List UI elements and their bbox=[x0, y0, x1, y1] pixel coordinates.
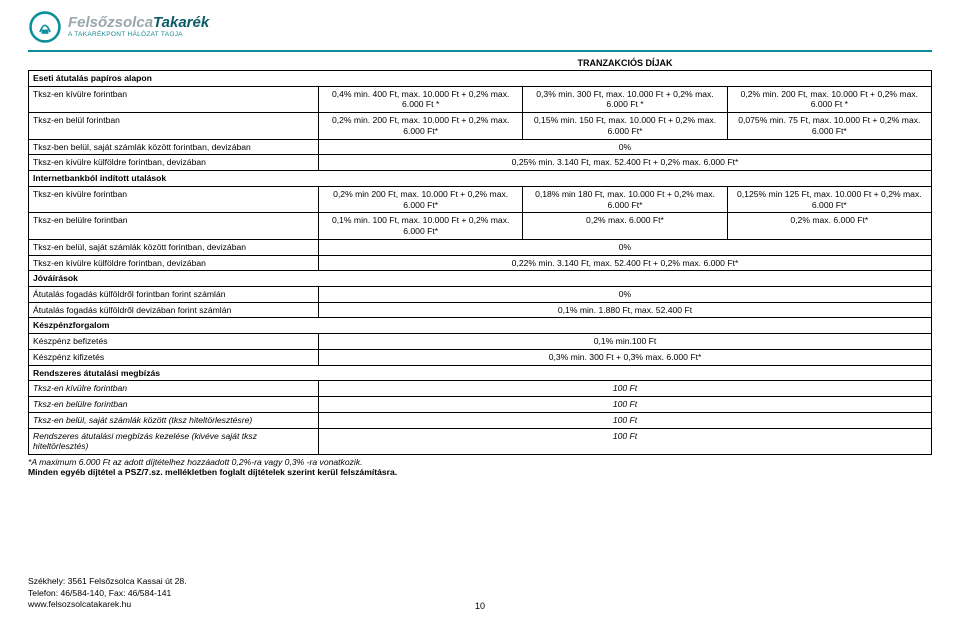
footnote-bold: Minden egyéb díjtétel a PSZ/7.sz. mellék… bbox=[28, 467, 932, 477]
table-row: Tksz-en kívülre forintban 0,4% min. 400 … bbox=[29, 86, 932, 112]
cell: 0,18% min 180 Ft, max. 10.000 Ft + 0,2% … bbox=[523, 186, 727, 212]
table-row: Tksz-en kívülre külföldre forintban, dev… bbox=[29, 155, 932, 171]
section-header: Rendszeres átutalási megbízás bbox=[29, 365, 932, 381]
cell: 100 Ft bbox=[319, 428, 932, 454]
cell: 0,2% min. 200 Ft, max. 10.000 Ft + 0,2% … bbox=[319, 113, 523, 139]
cell: 0,075% min. 75 Ft, max. 10.000 Ft + 0,2%… bbox=[727, 113, 931, 139]
cell: 0,25% min. 3.140 Ft, max. 52.400 Ft + 0,… bbox=[319, 155, 932, 171]
table-row: Készpénz befizetés 0,1% min.100 Ft bbox=[29, 334, 932, 350]
table-row: Rendszeres átutalási megbízás kezelése (… bbox=[29, 428, 932, 454]
cell: 0% bbox=[319, 287, 932, 303]
cell: 100 Ft bbox=[319, 397, 932, 413]
table-row: Készpénz kifizetés 0,3% min. 300 Ft + 0,… bbox=[29, 349, 932, 365]
cell: 0,3% min. 300 Ft + 0,3% max. 6.000 Ft* bbox=[319, 349, 932, 365]
table-row: Tksz-en kívülre külföldre forintban, dev… bbox=[29, 255, 932, 271]
row-label: Tksz-en kívülre külföldre forintban, dev… bbox=[29, 155, 319, 171]
cell: 0,2% min 200 Ft, max. 10.000 Ft + 0,2% m… bbox=[319, 186, 523, 212]
cell: 0,4% min. 400 Ft, max. 10.000 Ft + 0,2% … bbox=[319, 86, 523, 112]
row-label: Tksz-en belül, saját számlák között (tks… bbox=[29, 412, 319, 428]
header-logo: FelsőzsolcaTakarék A TAKARÉKPONT HÁLÓZAT… bbox=[28, 10, 932, 44]
table-title: TRANZAKCIÓS DÍJAK bbox=[319, 56, 932, 71]
row-label: Átutalás fogadás külföldről forintban fo… bbox=[29, 287, 319, 303]
cell: 0,125% min 125 Ft, max. 10.000 Ft + 0,2%… bbox=[727, 186, 931, 212]
cell: 0,2% max. 6.000 Ft* bbox=[523, 213, 727, 239]
table-row: Tksz-en belülre forintban 0,1% min. 100 … bbox=[29, 213, 932, 239]
cell: 0,1% min. 1.880 Ft, max. 52.400 Ft bbox=[319, 302, 932, 318]
cell: 0,3% min. 300 Ft, max. 10.000 Ft + 0,2% … bbox=[523, 86, 727, 112]
brand-tagline: A TAKARÉKPONT HÁLÓZAT TAGJA bbox=[68, 32, 209, 39]
table-row: Átutalás fogadás külföldről devizában fo… bbox=[29, 302, 932, 318]
cell: 0,1% min.100 Ft bbox=[319, 334, 932, 350]
table-row: Tksz-en belül forintban 0,2% min. 200 Ft… bbox=[29, 113, 932, 139]
row-label: Tksz-en belülre forintban bbox=[29, 397, 319, 413]
fees-table: TRANZAKCIÓS DÍJAK Eseti átutalás papíros… bbox=[28, 56, 932, 455]
cell: 0% bbox=[319, 139, 932, 155]
row-label: Készpénz befizetés bbox=[29, 334, 319, 350]
table-row: Tksz-en belül, saját számlák között fori… bbox=[29, 239, 932, 255]
brand-text: FelsőzsolcaTakarék A TAKARÉKPONT HÁLÓZAT… bbox=[68, 15, 209, 39]
cell: 0,15% min. 150 Ft, max. 10.000 Ft + 0,2%… bbox=[523, 113, 727, 139]
table-row: Tksz-en kívülre forintban 100 Ft bbox=[29, 381, 932, 397]
row-label: Tksz-en belül, saját számlák között fori… bbox=[29, 239, 319, 255]
table-row: Tksz-en belülre forintban 100 Ft bbox=[29, 397, 932, 413]
row-label: Tksz-ben belül, saját számlák között for… bbox=[29, 139, 319, 155]
footnote: *A maximum 6.000 Ft az adott díjtételhez… bbox=[28, 455, 932, 479]
footer-line: Székhely: 3561 Felsőzsolca Kassai út 28. bbox=[28, 576, 187, 588]
page-number: 10 bbox=[475, 601, 485, 611]
brand-name-light: Felsőzsolca bbox=[68, 14, 153, 31]
page-footer: Székhely: 3561 Felsőzsolca Kassai út 28.… bbox=[28, 576, 187, 611]
row-label: Rendszeres átutalási megbízás kezelése (… bbox=[29, 428, 319, 454]
section-header: Jóváírások bbox=[29, 271, 932, 287]
row-label: Tksz-en kívülre forintban bbox=[29, 86, 319, 112]
header-rule bbox=[28, 50, 932, 52]
cell: 0,2% max. 6.000 Ft* bbox=[727, 213, 931, 239]
row-label: Tksz-en kívülre forintban bbox=[29, 381, 319, 397]
row-label: Tksz-en belülre forintban bbox=[29, 213, 319, 239]
row-label: Tksz-en kívülre külföldre forintban, dev… bbox=[29, 255, 319, 271]
table-row: Tksz-ben belül, saját számlák között for… bbox=[29, 139, 932, 155]
table-row: Tksz-en belül, saját számlák között (tks… bbox=[29, 412, 932, 428]
section-header: Internetbankból indított utalások bbox=[29, 171, 932, 187]
section-header: Készpénzforgalom bbox=[29, 318, 932, 334]
brand-name-dark: Takarék bbox=[153, 14, 209, 31]
brand-logo-icon bbox=[28, 10, 62, 44]
table-row: Átutalás fogadás külföldről forintban fo… bbox=[29, 287, 932, 303]
page: FelsőzsolcaTakarék A TAKARÉKPONT HÁLÓZAT… bbox=[0, 0, 960, 621]
cell: 0% bbox=[319, 239, 932, 255]
cell: 100 Ft bbox=[319, 412, 932, 428]
section-header: Eseti átutalás papíros alapon bbox=[29, 71, 932, 87]
row-label: Tksz-en kívülre forintban bbox=[29, 186, 319, 212]
footnote-italic: *A maximum 6.000 Ft az adott díjtételhez… bbox=[28, 457, 932, 467]
cell: 100 Ft bbox=[319, 381, 932, 397]
row-label: Átutalás fogadás külföldről devizában fo… bbox=[29, 302, 319, 318]
cell: 0,22% min. 3.140 Ft, max. 52.400 Ft + 0,… bbox=[319, 255, 932, 271]
footer-line: Telefon: 46/584-140, Fax: 46/584-141 bbox=[28, 588, 187, 600]
table-row: Tksz-en kívülre forintban 0,2% min 200 F… bbox=[29, 186, 932, 212]
footer-line: www.felsozsolcatakarek.hu bbox=[28, 599, 187, 611]
row-label: Tksz-en belül forintban bbox=[29, 113, 319, 139]
brand-name: FelsőzsolcaTakarék bbox=[68, 15, 209, 30]
cell: 0,2% min. 200 Ft, max. 10.000 Ft + 0,2% … bbox=[727, 86, 931, 112]
row-label: Készpénz kifizetés bbox=[29, 349, 319, 365]
cell: 0,1% min. 100 Ft, max. 10.000 Ft + 0,2% … bbox=[319, 213, 523, 239]
